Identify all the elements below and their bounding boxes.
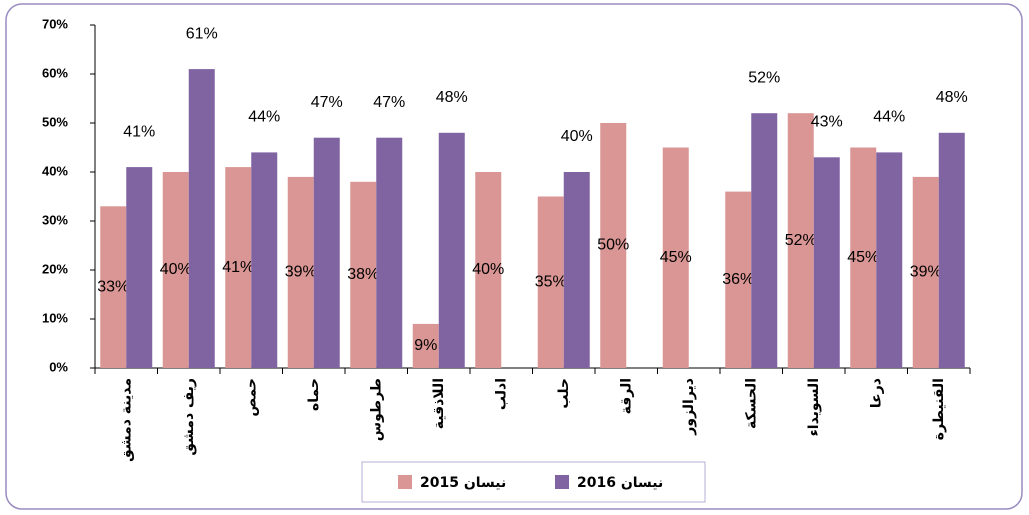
bar — [662, 147, 689, 368]
bar — [813, 157, 840, 368]
bar — [350, 181, 377, 368]
bar — [725, 191, 752, 368]
x-tick-label: السويداء — [806, 378, 822, 436]
bar — [751, 113, 778, 368]
value-label: 43% — [811, 114, 843, 131]
value-label: 50% — [597, 237, 629, 254]
y-tick-label: 30% — [42, 212, 68, 227]
y-tick-label: 70% — [42, 16, 68, 31]
bar — [100, 206, 127, 368]
x-tick-label: ادلب — [493, 378, 509, 410]
value-label: 47% — [373, 94, 405, 111]
value-label: 52% — [748, 69, 780, 86]
legend-label: نيسان 2015 — [420, 475, 506, 491]
bar — [287, 176, 314, 368]
y-tick-label: 60% — [42, 65, 68, 80]
x-tick-label: القنيطرة — [931, 378, 947, 440]
bar — [126, 167, 153, 368]
x-tick-label: ريف دمشق — [181, 378, 197, 456]
y-tick-label: 20% — [42, 261, 68, 276]
y-tick-label: 0% — [49, 359, 68, 374]
x-tick-label: حماه — [306, 378, 322, 411]
value-label: 33% — [97, 278, 129, 295]
x-tick-label: حمص — [243, 378, 259, 417]
x-tick-label: ديرالزور — [681, 378, 697, 436]
bar — [876, 152, 903, 368]
x-tick-label: طرطوس — [368, 378, 384, 441]
value-label: 45% — [660, 249, 692, 266]
bar — [412, 323, 439, 368]
bar — [787, 113, 814, 368]
value-label: 44% — [873, 109, 905, 126]
value-label: 61% — [186, 25, 218, 42]
bar — [376, 137, 403, 368]
x-tick-label: اللاذقية — [431, 378, 447, 429]
value-label: 48% — [436, 89, 468, 106]
legend-swatch — [398, 475, 412, 489]
value-label: 38% — [347, 266, 379, 283]
value-label: 45% — [847, 249, 879, 266]
value-label: 36% — [722, 271, 754, 288]
x-tick-label: درعا — [868, 378, 884, 408]
bar — [251, 152, 278, 368]
value-label: 40% — [160, 261, 192, 278]
legend-swatch — [555, 475, 569, 489]
x-tick-label: الرقة — [618, 378, 634, 414]
bar — [438, 132, 465, 368]
bar — [850, 147, 877, 368]
value-label: 9% — [414, 337, 437, 354]
value-label: 41% — [123, 123, 155, 140]
bar — [225, 167, 252, 368]
value-label: 44% — [248, 109, 280, 126]
value-label: 40% — [561, 128, 593, 145]
value-label: 47% — [311, 94, 343, 111]
y-tick-label: 50% — [42, 114, 68, 129]
bar — [563, 172, 590, 368]
x-tick-label: الحسكة — [743, 378, 759, 429]
bar — [600, 123, 627, 368]
legend-box — [361, 461, 706, 503]
legend-label: نيسان 2016 — [577, 475, 663, 491]
value-label: 41% — [222, 259, 254, 276]
value-label: 48% — [936, 89, 968, 106]
bar — [537, 196, 564, 368]
value-label: 35% — [535, 273, 567, 290]
x-tick-label: حلب — [556, 378, 572, 409]
value-label: 52% — [785, 232, 817, 249]
value-label: 40% — [472, 261, 504, 278]
value-label: 39% — [910, 264, 942, 281]
bar — [313, 137, 340, 368]
bar — [912, 176, 939, 368]
bar — [938, 132, 965, 368]
x-tick-label: مدينة دمشق — [118, 378, 134, 462]
bar — [188, 69, 215, 368]
y-tick-label: 10% — [42, 310, 68, 325]
bar — [162, 172, 189, 368]
value-label: 39% — [285, 264, 317, 281]
bar — [475, 172, 502, 368]
y-tick-label: 40% — [42, 163, 68, 178]
